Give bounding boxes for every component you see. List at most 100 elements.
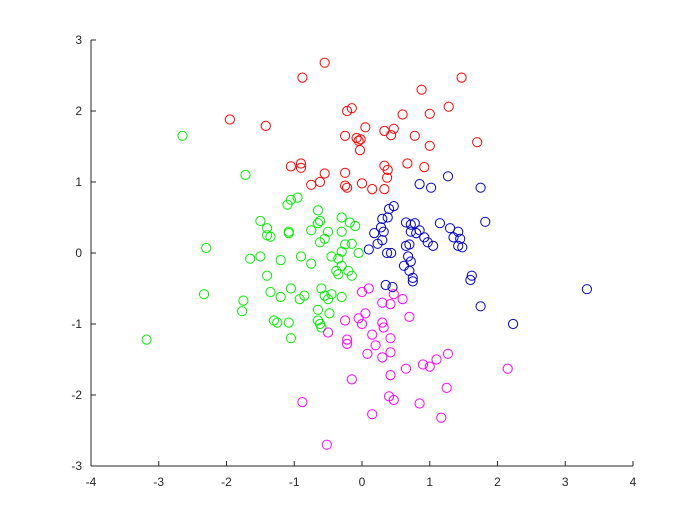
data-point (380, 279, 391, 291)
data-point (388, 123, 399, 134)
data-point (372, 238, 383, 249)
data-point (414, 179, 425, 190)
data-point (382, 212, 393, 223)
data-point (363, 244, 374, 255)
data-point (360, 122, 371, 133)
data-point (387, 282, 398, 293)
data-point (475, 182, 486, 193)
data-point (268, 315, 279, 326)
data-point (405, 219, 416, 230)
data-point (336, 226, 347, 237)
data-point (336, 291, 347, 303)
x-tick-label: -4 (86, 475, 97, 489)
data-point (224, 114, 235, 125)
series-1 (224, 57, 483, 195)
data-point (319, 233, 330, 244)
data-point (400, 363, 412, 374)
x-axis-ticks: -4 -3 -2 -1 0 1 2 3 4 (86, 461, 637, 489)
data-point (306, 258, 317, 269)
points-layer (141, 57, 593, 450)
data-point (324, 308, 335, 319)
data-point (342, 182, 353, 193)
data-point (265, 231, 276, 242)
data-point (377, 297, 388, 308)
data-point (385, 299, 396, 310)
data-point (442, 171, 454, 182)
data-point (367, 329, 378, 340)
data-point (321, 439, 332, 450)
data-point (369, 228, 380, 239)
data-point (466, 270, 477, 281)
data-point (398, 260, 410, 271)
data-point (407, 276, 418, 287)
y-tick-label: -1 (71, 317, 82, 331)
data-point (424, 361, 435, 372)
data-point (240, 169, 251, 180)
data-point (319, 57, 330, 68)
data-point (336, 260, 347, 271)
y-tick-label: 0 (75, 246, 82, 260)
data-point (237, 306, 248, 317)
data-point (297, 397, 308, 408)
data-point (388, 394, 399, 406)
data-point (275, 291, 286, 303)
data-point (400, 240, 412, 251)
data-point (385, 333, 396, 344)
data-point (367, 409, 378, 420)
data-point (340, 167, 351, 178)
data-point (201, 242, 212, 254)
data-point (340, 180, 351, 191)
data-point (448, 232, 459, 243)
data-point (407, 272, 418, 283)
data-point (402, 158, 413, 169)
x-tick-label: -2 (221, 475, 232, 489)
data-point (275, 255, 286, 266)
data-point (312, 304, 324, 315)
data-point (386, 130, 397, 141)
data-point (356, 286, 368, 298)
data-point (379, 125, 390, 136)
data-point (285, 333, 296, 344)
data-point (177, 130, 188, 141)
data-point (323, 226, 334, 237)
data-point (265, 286, 276, 298)
data-point (453, 240, 464, 251)
data-point (456, 72, 467, 83)
data-point (260, 120, 271, 132)
data-point (434, 218, 445, 229)
data-point (480, 216, 491, 227)
data-point (336, 246, 347, 257)
data-point (382, 247, 393, 259)
data-point (285, 161, 296, 172)
data-point (386, 247, 397, 259)
data-point (295, 162, 307, 173)
data-point (331, 265, 342, 276)
x-tick-label: -1 (289, 475, 300, 489)
y-axis-ticks: -3 -2 -1 0 1 2 3 (71, 33, 96, 473)
data-point (346, 374, 357, 385)
data-point (379, 184, 390, 195)
data-point (141, 334, 152, 345)
data-point (416, 84, 427, 95)
data-point (255, 215, 266, 227)
x-tick-label: 4 (630, 475, 637, 489)
axes (90, 40, 633, 467)
data-point (377, 352, 388, 363)
data-point (385, 370, 396, 381)
data-point (262, 270, 273, 281)
series-3 (363, 171, 593, 330)
data-point (319, 290, 330, 301)
y-tick-label: -3 (71, 459, 82, 473)
data-point (472, 137, 483, 148)
data-point (382, 172, 393, 183)
data-point (262, 223, 273, 234)
x-tick-label: 3 (562, 475, 569, 489)
data-point (346, 270, 357, 281)
data-point (283, 228, 294, 239)
data-point (299, 290, 310, 301)
data-point (353, 247, 364, 259)
data-point (442, 348, 454, 359)
data-point (457, 242, 468, 253)
data-point (443, 101, 454, 112)
data-point (333, 269, 344, 280)
